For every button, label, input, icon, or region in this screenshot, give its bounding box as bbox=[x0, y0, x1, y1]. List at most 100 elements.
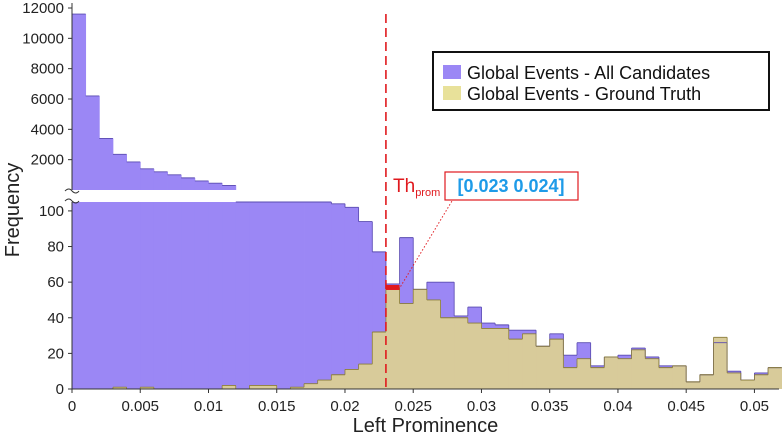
candidates-bar bbox=[85, 202, 100, 389]
candidates-bar-upper bbox=[181, 177, 196, 190]
ground-truth-bar bbox=[344, 369, 360, 389]
threshold-range-text: [0.023 0.024] bbox=[457, 176, 564, 196]
ground-truth-bar bbox=[549, 339, 564, 389]
x-tick-label: 0.04 bbox=[603, 398, 632, 415]
candidates-bar-upper bbox=[112, 154, 127, 190]
ground-truth-bar bbox=[577, 358, 592, 389]
axis-break-gap bbox=[64, 191, 781, 201]
x-tick-label: 0.01 bbox=[194, 398, 223, 415]
ground-truth-bar bbox=[249, 385, 264, 389]
axis-break-mark-top bbox=[64, 188, 80, 194]
y-tick-label-lower: 0 bbox=[56, 381, 64, 398]
axis-break-mark-bottom bbox=[64, 198, 80, 204]
candidates-bar bbox=[222, 202, 237, 389]
legend-swatch-ground-truth bbox=[443, 86, 461, 100]
ground-truth-bar bbox=[331, 374, 346, 389]
ground-truth-outline bbox=[112, 287, 782, 388]
candidates-bar bbox=[263, 202, 278, 389]
ground-truth-bar bbox=[454, 317, 469, 389]
ground-truth-bar bbox=[617, 358, 632, 389]
candidates-bar bbox=[126, 202, 141, 389]
candidates-bar bbox=[276, 202, 291, 389]
y-axis-title: Frequency bbox=[2, 163, 24, 258]
threshold-range-box bbox=[444, 171, 579, 201]
ground-truth-bar bbox=[426, 299, 441, 389]
ground-truth-bar bbox=[372, 332, 387, 389]
ground-truth-bar bbox=[727, 372, 742, 389]
candidates-bar bbox=[249, 202, 264, 389]
ground-truth-bar bbox=[413, 289, 428, 389]
x-tick-label: 0 bbox=[68, 398, 76, 415]
ground-truth-bar bbox=[522, 333, 537, 389]
candidates-bar-upper bbox=[153, 171, 168, 190]
ground-truth-bar bbox=[658, 367, 673, 389]
threshold-leader bbox=[400, 195, 456, 287]
bars-layer bbox=[72, 13, 782, 389]
ground-truth-bar bbox=[467, 323, 482, 389]
y-tick-label-upper: 10000 bbox=[22, 30, 64, 47]
x-tick-label: 0.035 bbox=[531, 398, 569, 415]
legend-swatch-candidates bbox=[443, 65, 461, 79]
legend-label-ground-truth: Global Events - Ground Truth bbox=[467, 84, 701, 104]
candidates-bar bbox=[99, 202, 114, 389]
legend-box bbox=[432, 51, 770, 111]
ground-truth-bar bbox=[536, 346, 551, 389]
y-tick-label-lower: 40 bbox=[47, 310, 64, 327]
x-axis-title: Left Prominence bbox=[353, 415, 499, 437]
ground-truth-bar bbox=[768, 367, 782, 389]
ground-truth-steps bbox=[112, 287, 769, 389]
ground-truth-bar bbox=[508, 339, 523, 389]
x-tick-label: 0.02 bbox=[330, 398, 359, 415]
ground-truth-bar bbox=[481, 328, 496, 389]
ground-truth-bar bbox=[263, 385, 278, 389]
x-tick-label: 0.015 bbox=[258, 398, 296, 415]
y-tick-label-upper: 2000 bbox=[31, 152, 64, 169]
ground-truth-bar bbox=[304, 383, 319, 389]
ground-truth-bar bbox=[112, 387, 127, 389]
candidates-bar bbox=[140, 202, 155, 389]
y-tick-label-upper: 4000 bbox=[31, 121, 64, 138]
ground-truth-bar bbox=[645, 358, 660, 389]
candidates-bar bbox=[194, 202, 209, 389]
legend-label-candidates: Global Events - All Candidates bbox=[467, 63, 710, 83]
ground-truth-bar bbox=[754, 374, 769, 389]
candidates-bar-upper bbox=[208, 183, 223, 190]
ground-truth-bar bbox=[604, 356, 619, 389]
ground-truth-bar bbox=[495, 328, 510, 389]
x-tick-label: 0.045 bbox=[667, 398, 705, 415]
candidates-bar-upper bbox=[222, 185, 237, 190]
candidates-bar bbox=[208, 202, 223, 389]
ground-truth-bar bbox=[399, 303, 414, 389]
candidates-bar-upper bbox=[85, 95, 100, 190]
candidates-bar bbox=[290, 202, 305, 389]
ground-truth-bar bbox=[140, 387, 155, 389]
ground-truth-bar bbox=[740, 380, 755, 389]
ground-truth-bar bbox=[563, 367, 578, 389]
ground-truth-bar bbox=[713, 337, 728, 389]
candidates-bar bbox=[344, 207, 360, 389]
y-tick-label-lower: 60 bbox=[47, 274, 64, 291]
ground-truth-bar bbox=[590, 367, 605, 389]
y-tick-label-lower: 100 bbox=[39, 203, 64, 220]
candidates-bar bbox=[358, 221, 373, 389]
candidates-bar bbox=[331, 203, 346, 389]
ground-truth-bar bbox=[631, 349, 646, 389]
candidates-bar bbox=[181, 202, 196, 389]
ground-truth-bar bbox=[440, 317, 455, 389]
y-tick-label-lower: 80 bbox=[47, 239, 64, 256]
threshold-label: Thprom bbox=[393, 176, 440, 199]
y-tick-label-upper: 12000 bbox=[22, 0, 64, 17]
candidates-bar-upper bbox=[140, 168, 155, 190]
candidates-bar-upper bbox=[167, 174, 182, 190]
x-tick-label: 0.025 bbox=[394, 398, 432, 415]
candidates-bar bbox=[153, 202, 168, 389]
ground-truth-bar bbox=[672, 365, 687, 389]
ground-truth-bar bbox=[317, 380, 332, 389]
candidates-bar bbox=[167, 202, 182, 389]
x-tick-label: 0.05 bbox=[740, 398, 769, 415]
x-tick-label: 0.03 bbox=[467, 398, 496, 415]
y-tick-label-upper: 8000 bbox=[31, 61, 64, 78]
x-tick-label: 0.005 bbox=[121, 398, 159, 415]
